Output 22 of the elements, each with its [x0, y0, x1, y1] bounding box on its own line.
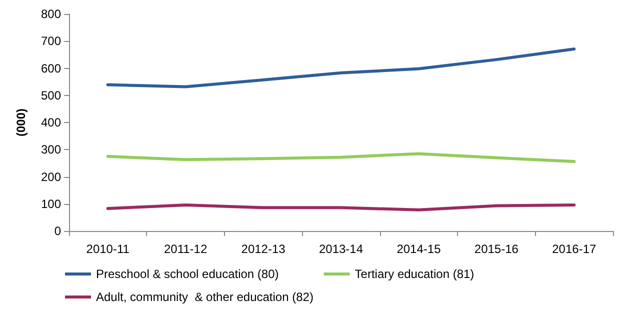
- x-tick-label: 2010-11: [86, 242, 130, 256]
- y-tick-label: 0: [54, 224, 62, 238]
- legend-label: Tertiary education (81): [354, 267, 474, 281]
- x-tick-label: 2015-16: [474, 242, 519, 256]
- x-tick-label: 2012-13: [241, 242, 286, 256]
- x-tick-label: 2011-12: [164, 242, 208, 256]
- y-tick-label: 400: [40, 116, 62, 130]
- x-tick-label: 2014-15: [396, 242, 442, 256]
- y-tick-label: 500: [40, 88, 62, 102]
- legend-label: Preschool & school education (80): [96, 267, 279, 281]
- y-tick-label: 800: [40, 7, 62, 21]
- legend-label: Adult, community & other education (82): [96, 290, 314, 304]
- x-tick-label: 2016-17: [552, 242, 596, 256]
- line-series: [106, 47, 576, 88]
- y-tick-label: 100: [40, 196, 62, 211]
- y-tick-label: 700: [40, 34, 62, 48]
- line-series: [106, 152, 576, 164]
- y-tick-label: 300: [40, 142, 62, 157]
- y-tick-label: 200: [40, 170, 62, 184]
- y-axis-title: (000): [14, 108, 28, 137]
- x-tick-label: 2013-14: [318, 242, 364, 256]
- y-tick-label: 600: [40, 61, 62, 76]
